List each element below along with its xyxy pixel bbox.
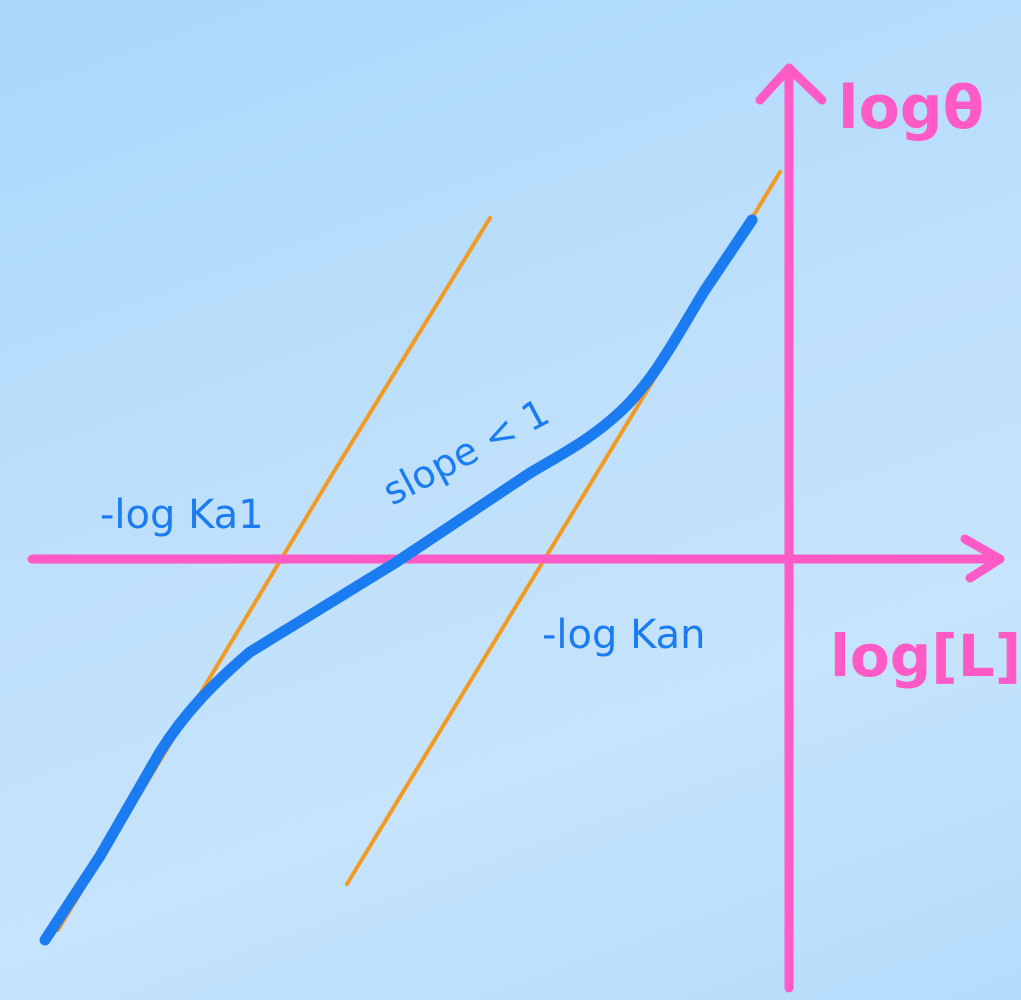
y-axis-label: logθ [838,73,984,143]
x-axis-label: log[L] [830,622,1021,690]
ka1-annotation: -log Ka1 [100,492,264,538]
slope-annotation: slope < 1 [376,390,557,514]
kan-annotation: -log Kan [542,612,706,658]
asymptote-high-affinity-upper [328,216,492,480]
binding-curve [39,214,758,946]
y-axis-arrowhead [755,63,827,105]
x-axis-arrowhead [960,534,1005,583]
